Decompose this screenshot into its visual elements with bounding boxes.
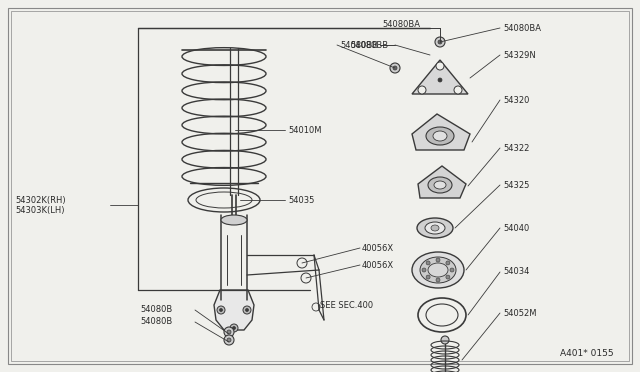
Text: 54080BB: 54080BB [340, 41, 378, 49]
Ellipse shape [425, 222, 445, 234]
Text: 54040: 54040 [503, 224, 529, 232]
Circle shape [393, 66, 397, 70]
Ellipse shape [417, 218, 453, 238]
Circle shape [446, 275, 450, 279]
Text: 40056X: 40056X [362, 244, 394, 253]
Ellipse shape [433, 131, 447, 141]
Circle shape [220, 308, 223, 311]
Circle shape [390, 63, 400, 73]
Ellipse shape [428, 263, 448, 277]
Circle shape [227, 338, 231, 342]
Text: 54080B: 54080B [140, 317, 172, 327]
Text: 54080BA: 54080BA [503, 23, 541, 32]
Text: 54303K(LH): 54303K(LH) [15, 205, 65, 215]
Circle shape [450, 268, 454, 272]
Circle shape [436, 278, 440, 282]
Circle shape [426, 275, 430, 279]
Circle shape [246, 308, 248, 311]
Circle shape [454, 86, 462, 94]
Text: 54035: 54035 [288, 196, 314, 205]
Circle shape [224, 327, 234, 337]
Text: 40056X: 40056X [362, 260, 394, 269]
Polygon shape [418, 166, 466, 198]
Text: 54010M: 54010M [288, 125, 321, 135]
Text: 54080BB: 54080BB [350, 41, 388, 49]
Text: 54325: 54325 [503, 180, 529, 189]
Ellipse shape [431, 225, 439, 231]
Circle shape [446, 261, 450, 265]
Circle shape [227, 330, 231, 334]
Circle shape [422, 268, 426, 272]
Circle shape [441, 336, 449, 344]
Ellipse shape [426, 127, 454, 145]
Polygon shape [412, 114, 470, 150]
Text: 54329N: 54329N [503, 51, 536, 60]
Text: 54322: 54322 [503, 144, 529, 153]
Ellipse shape [426, 304, 458, 326]
Text: 54052M: 54052M [503, 308, 536, 317]
Circle shape [438, 40, 442, 44]
Text: 54302K(RH): 54302K(RH) [15, 196, 66, 205]
Text: 54034: 54034 [503, 267, 529, 276]
Circle shape [436, 62, 444, 70]
Text: SEE SEC.400: SEE SEC.400 [320, 301, 373, 310]
Polygon shape [412, 60, 468, 94]
Ellipse shape [420, 257, 456, 283]
Circle shape [438, 78, 442, 82]
Polygon shape [214, 290, 254, 330]
Text: 54320: 54320 [503, 96, 529, 105]
Text: 54080B: 54080B [140, 305, 172, 314]
Circle shape [232, 327, 236, 330]
Ellipse shape [221, 215, 247, 225]
Circle shape [426, 261, 430, 265]
Circle shape [436, 258, 440, 262]
Text: A401* 0155: A401* 0155 [560, 350, 614, 359]
Circle shape [435, 37, 445, 47]
Circle shape [224, 335, 234, 345]
Circle shape [243, 306, 251, 314]
Circle shape [230, 324, 238, 332]
Circle shape [418, 86, 426, 94]
Ellipse shape [412, 252, 464, 288]
Ellipse shape [434, 181, 446, 189]
Ellipse shape [196, 192, 252, 208]
Circle shape [217, 306, 225, 314]
Text: 54080BA: 54080BA [382, 19, 420, 29]
Ellipse shape [428, 177, 452, 193]
